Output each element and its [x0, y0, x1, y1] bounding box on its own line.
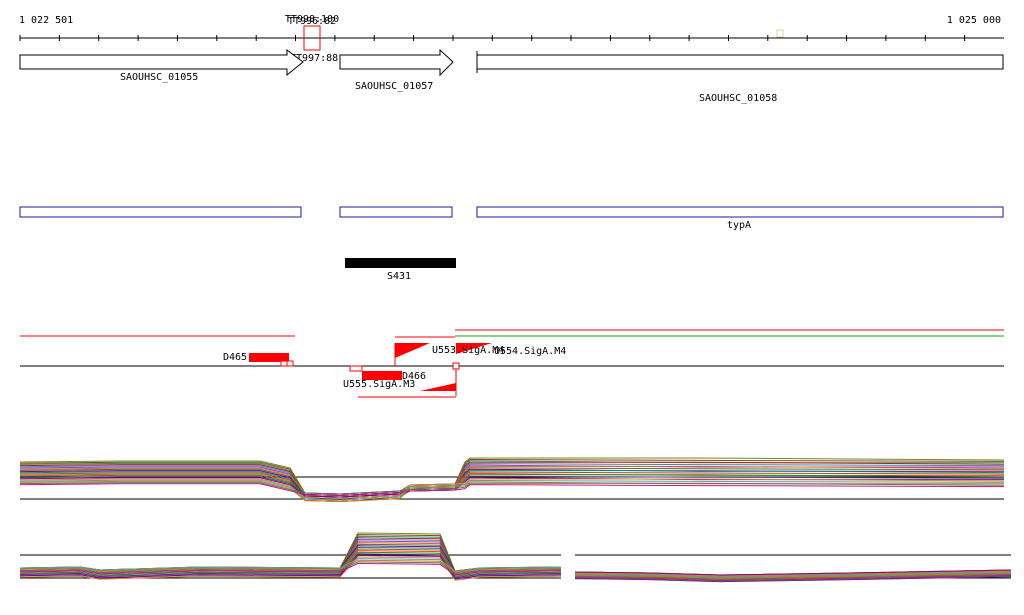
tss-label-tt996: TT996:82: [288, 16, 336, 27]
expression-lines-2: [19, 532, 1012, 583]
gene-name-typa: typA: [727, 220, 751, 231]
srna-label-s431: S431: [387, 271, 411, 282]
tss-track: TT998:100 TT996:82 TT997:88: [285, 14, 339, 64]
u555-triangle[interactable]: [420, 383, 456, 391]
expression-line-left: [19, 551, 562, 577]
expression-line-left: [19, 558, 562, 572]
coordinate-ruler: 1 022 501 1 025 000: [19, 15, 1004, 41]
expression-line: [19, 482, 1005, 495]
expression-line-right: [574, 576, 1012, 583]
u553-label: U553.SigA.M4: [432, 345, 504, 356]
gene-label-saouhsc-01055: SAOUHSC_01055: [120, 72, 198, 83]
expression-line-left: [19, 562, 562, 576]
expression-line-left: [19, 534, 562, 573]
gene-arrow-saouhsc-01057[interactable]: [339, 48, 454, 77]
expression-line-right: [574, 573, 1012, 580]
u555-label: U555.SigA.M3: [343, 379, 415, 390]
expression-line-right: [574, 569, 1012, 576]
srna-track: S431: [345, 258, 456, 282]
d465-marker-b: [286, 360, 294, 367]
expression-line-right: [574, 570, 1012, 577]
gene-box-3[interactable]: [476, 206, 1004, 218]
expression-track-1: [19, 457, 1005, 503]
expression-line: [19, 479, 1005, 501]
expression-line-left: [19, 561, 562, 575]
gene-box-1[interactable]: [19, 206, 302, 218]
expression-track-2: [19, 532, 1012, 583]
expression-line-right: [574, 575, 1012, 582]
expression-lines-1: [19, 457, 1005, 503]
d465-label: D465: [223, 352, 247, 363]
expression-line: [19, 483, 1005, 497]
ruler-end-label: 1 025 000: [947, 15, 1001, 26]
u555-marker: [452, 362, 460, 370]
gene-arrow-saouhsc-01055[interactable]: [19, 49, 304, 77]
gene-label-saouhsc-01057: SAOUHSC_01057: [355, 81, 433, 92]
u554-label: U554.SigA.M4: [494, 346, 566, 357]
expression-line-right: [574, 571, 1012, 578]
gene-arrow-saouhsc-01058[interactable]: [477, 54, 1004, 70]
u553-triangle[interactable]: [395, 343, 430, 358]
expression-line-left: [19, 556, 562, 581]
ruler-start-label: 1 022 501: [19, 15, 73, 26]
d466-block[interactable]: [362, 371, 402, 380]
expression-line: [19, 480, 1004, 503]
d465-block[interactable]: [249, 353, 289, 362]
expression-line-left: [19, 559, 562, 573]
annotation-track: D465 U553.SigA.M4 U554.SigA.M4 D466 U555…: [20, 329, 1004, 398]
expression-line: [19, 478, 1005, 500]
d465-marker-a: [280, 360, 288, 367]
expression-line-left: [19, 554, 562, 580]
gene-box-2[interactable]: [339, 206, 453, 218]
tss-label-tt998: TT998:100: [285, 14, 339, 25]
expression-line-right: [574, 572, 1012, 579]
u554-triangle[interactable]: [456, 343, 492, 354]
d466-marker: [349, 365, 363, 372]
expression-line: [19, 477, 1004, 498]
d466-label: D466: [402, 371, 426, 382]
gene-arrow-track: SAOUHSC_01055 SAOUHSC_01057 SAOUHSC_0105…: [19, 48, 1004, 104]
gene-box-track: typA: [19, 206, 1004, 231]
ruler-ticks: [19, 35, 966, 41]
srna-bar-s431[interactable]: [345, 258, 456, 268]
ruler-marker: [776, 29, 784, 38]
gene-label-saouhsc-01058: SAOUHSC_01058: [699, 93, 777, 104]
expression-line-left: [19, 553, 562, 579]
tss-label-tt997: TT997:88: [290, 53, 338, 64]
expression-line-left: [19, 532, 562, 572]
